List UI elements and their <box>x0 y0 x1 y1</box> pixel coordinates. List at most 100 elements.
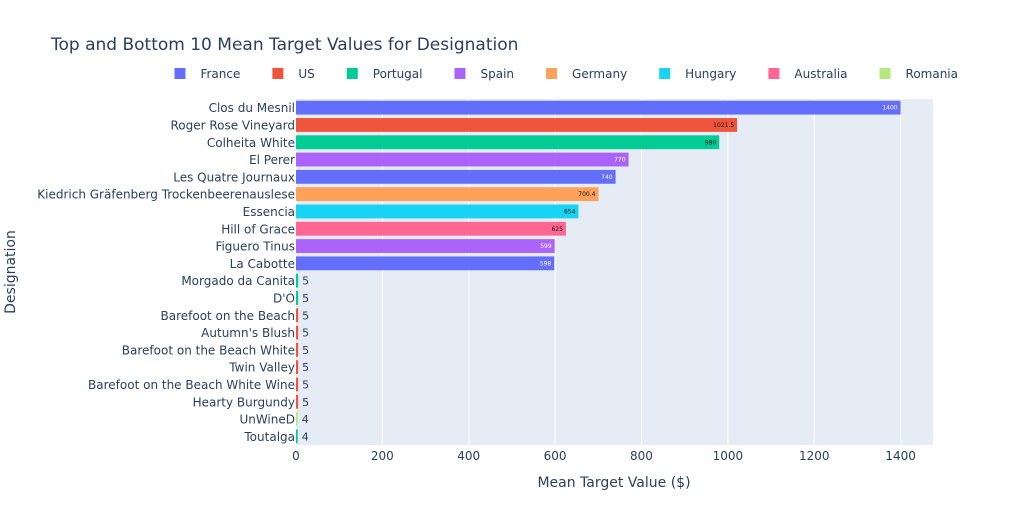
legend-swatch <box>272 68 284 79</box>
bar[interactable] <box>296 118 738 132</box>
legend-swatch <box>768 68 780 79</box>
legend-label: Spain <box>480 67 514 81</box>
bar-value-label: 5 <box>302 361 309 374</box>
bar[interactable] <box>296 360 299 375</box>
bar[interactable] <box>296 221 566 236</box>
bar-value-label: 599 <box>540 243 552 250</box>
y-tick-label: Autumn's Blush <box>201 326 295 340</box>
legend-item[interactable]: US <box>272 67 315 81</box>
legend-swatch <box>454 68 466 79</box>
y-tick-label: Kiedrich Gräfenberg Trockenbeerenauslese <box>37 188 295 202</box>
y-tick-label: Barefoot on the Beach White Wine <box>88 378 295 392</box>
y-tick-label: D'Ó <box>273 290 295 305</box>
bar-value-label: 1400 <box>882 105 897 112</box>
legend-swatch <box>346 68 358 79</box>
legend-label: US <box>298 67 314 81</box>
bar[interactable] <box>296 256 555 271</box>
y-axis-title: Designation <box>3 230 19 314</box>
x-tick-label: 1400 <box>885 449 916 463</box>
bar-value-label: 5 <box>302 378 309 391</box>
y-tick-label: UnWineD <box>239 413 295 427</box>
bar-value-label: 5 <box>302 275 309 288</box>
bar[interactable] <box>296 412 298 426</box>
legend-label: Portugal <box>373 67 423 81</box>
bar-value-label: 4 <box>302 430 309 443</box>
x-tick-label: 600 <box>544 449 567 463</box>
legend-label: Hungary <box>685 67 736 81</box>
bar[interactable] <box>296 308 299 323</box>
bar-value-label: 625 <box>551 226 563 233</box>
legend-label: Romania <box>906 67 958 81</box>
legend-item[interactable]: Spain <box>454 67 514 81</box>
y-tick-label: Hearty Burgundy <box>193 395 295 409</box>
x-tick-label: 800 <box>630 449 653 463</box>
bar[interactable] <box>296 169 616 184</box>
bar[interactable] <box>296 273 299 288</box>
bar-value-label: 770 <box>614 157 626 164</box>
x-tick-label: 200 <box>371 449 394 463</box>
bars <box>296 100 901 444</box>
y-tick-label: Barefoot on the Beach White <box>122 343 295 357</box>
x-axis-title: Mean Target Value ($) <box>537 475 690 491</box>
bar[interactable] <box>296 342 299 357</box>
y-tick-label: Les Quatre Journaux <box>173 170 295 184</box>
bar-value-label: 598 <box>540 260 552 267</box>
y-tick-label: Barefoot on the Beach <box>160 309 295 323</box>
y-tick-labels: Clos du Mesnil Roger Rose Vineyard Colheit… <box>37 101 295 444</box>
x-tick-labels: 0 200 400 600 800 1000 1200 1400 <box>292 449 916 463</box>
y-tick-label: Morgado da Canita <box>181 274 295 288</box>
y-tick-label: El Perer <box>249 153 295 167</box>
bar[interactable] <box>296 377 299 392</box>
chart-title: Top and Bottom 10 Mean Target Values for… <box>50 35 518 55</box>
legend-swatch <box>879 68 891 79</box>
y-tick-label: Roger Rose Vineyard <box>170 118 295 132</box>
y-tick-label: Toutalga <box>243 430 295 444</box>
legend-swatch <box>546 68 558 79</box>
bar[interactable] <box>296 204 579 219</box>
y-tick-label: Figuero Tinus <box>215 240 295 254</box>
bar-value-label: 5 <box>302 309 309 322</box>
y-tick-label: Twin Valley <box>228 361 295 375</box>
plot-background <box>296 99 933 445</box>
bar-value-label: 980 <box>705 139 717 146</box>
bar-value-label: 5 <box>302 344 309 357</box>
bar[interactable] <box>296 187 599 202</box>
x-tick-label: 1200 <box>799 449 830 463</box>
bar-value-label: 5 <box>302 396 309 409</box>
legend-item[interactable]: Australia <box>768 67 848 81</box>
x-tick-label: 1000 <box>713 449 744 463</box>
bar[interactable] <box>296 429 298 444</box>
bar[interactable] <box>296 152 629 167</box>
bar-value-label: 5 <box>302 327 309 340</box>
y-tick-label: Essencia <box>243 205 295 219</box>
y-tick-label: Colheita White <box>207 136 295 150</box>
bar-value-label: 654 <box>564 208 576 215</box>
x-tick-label: 400 <box>457 449 480 463</box>
legend-swatch <box>174 68 186 79</box>
legend-item[interactable]: France <box>174 67 240 81</box>
legend-item[interactable]: Portugal <box>346 67 423 81</box>
legend-item[interactable]: Germany <box>546 67 627 81</box>
bar[interactable] <box>296 100 901 115</box>
bar[interactable] <box>296 291 299 305</box>
bar[interactable] <box>296 239 555 253</box>
bar[interactable] <box>296 135 720 150</box>
legend-item[interactable]: Hungary <box>659 67 736 81</box>
x-tick-label: 0 <box>292 449 300 463</box>
legend-item[interactable]: Romania <box>879 67 958 81</box>
bar-value-label: 4 <box>302 413 309 426</box>
y-tick-label: Hill of Grace <box>221 222 295 236</box>
legend-label: Germany <box>572 67 627 81</box>
bar[interactable] <box>296 325 299 340</box>
legend[interactable]: France US Portugal Spain Germany Hungary Austr… <box>174 67 958 81</box>
legend-label: Australia <box>794 67 847 81</box>
bar-value-label: 740 <box>601 174 613 181</box>
legend-swatch <box>659 68 671 79</box>
value-labels: 1400 1021.5 980 770 740 700.4 654 625 599 598 5 5 5 5… <box>302 105 898 444</box>
bar-value-label: 1021.5 <box>713 122 734 129</box>
y-tick-label: La Cabotte <box>230 257 295 271</box>
y-tick-label: Clos du Mesnil <box>209 101 295 115</box>
bar[interactable] <box>296 394 299 409</box>
